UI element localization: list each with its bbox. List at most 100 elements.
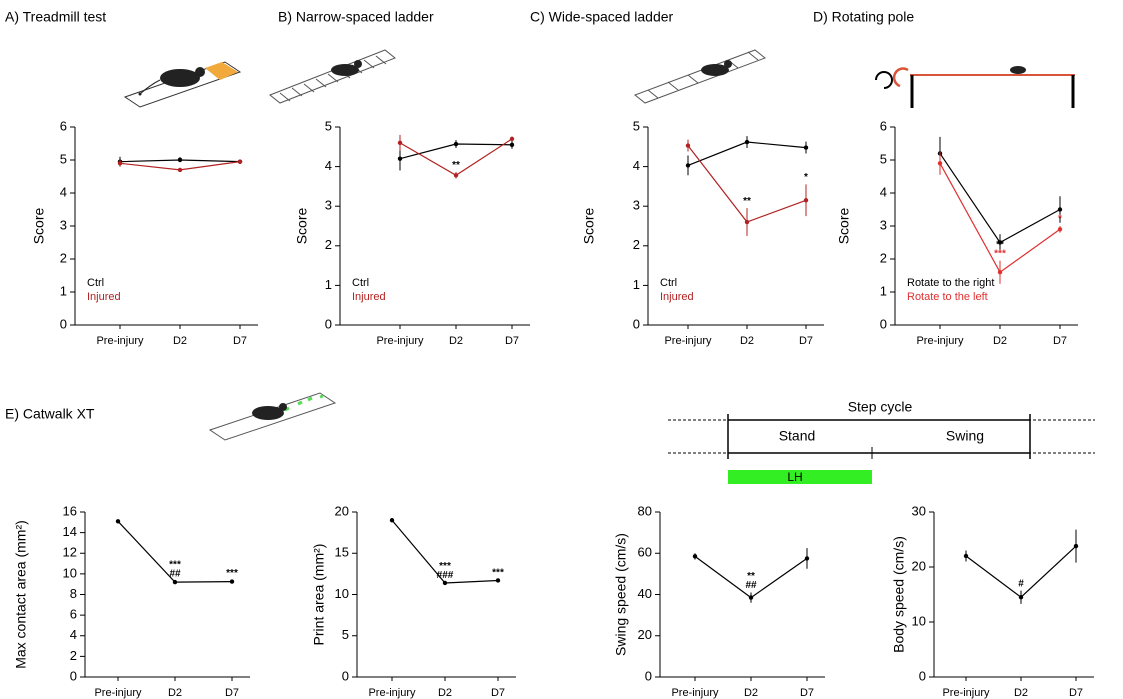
x-tick-label: D7 [233,335,247,347]
narrow-ladder-illustration [269,49,396,104]
annotation: ### [437,570,454,581]
y-tick-label: 6 [60,118,67,133]
y-tick-label: 4 [325,158,332,173]
y-tick-label: 2 [325,237,332,252]
y-axis-label: Score [31,208,47,245]
treadmill-illustration [123,61,242,108]
annotation: ## [745,580,757,591]
annotation: *** [492,567,504,578]
y-tick-label: 14 [63,524,77,539]
annotation: ## [169,569,181,580]
y-tick-label: 0 [70,668,77,683]
x-tick-label: D7 [1069,687,1083,699]
y-tick-label: 4 [633,158,640,173]
data-point [453,173,459,178]
x-tick-label: D7 [505,335,519,347]
y-axis-label: Max contact area (mm²) [13,520,29,669]
y-tick-label: 0 [880,316,887,331]
y-tick-label: 0 [60,316,67,331]
y-tick-label: 1 [633,277,640,292]
y-axis-label: Score [836,208,852,245]
y-tick-label: 10 [912,613,926,628]
data-point [803,198,809,203]
data-point [744,219,750,225]
x-tick-label: D2 [173,335,187,347]
y-tick-label: 0 [633,316,640,331]
y-tick-label: 1 [60,283,67,298]
y-tick-label: 15 [335,545,349,560]
annotation: ** [452,160,460,171]
y-tick-label: 20 [335,503,349,518]
section-title: E) Catwalk XT [5,406,95,422]
y-tick-label: 0 [645,668,652,683]
x-tick-label: D2 [744,687,758,699]
catwalk-illustration [208,392,337,441]
series-line [965,545,1077,599]
rotating-pole-illustration [875,66,1075,108]
y-tick-label: 60 [638,545,652,560]
legend-entry: Ctrl [660,277,677,289]
data-point [937,161,943,166]
y-axis-label: Score [294,208,310,245]
annotation: *** [994,248,1006,259]
paw-bar [728,470,872,484]
data-point [177,167,183,173]
step-cycle-diagram: Step cycle Stand Swing LH [668,399,1095,484]
x-tick-label: D2 [438,687,452,699]
y-tick-label: 4 [70,627,77,642]
paw-label: LH [787,470,802,484]
x-tick-label: D2 [1014,687,1028,699]
y-tick-label: 4 [60,184,67,199]
x-tick-label: Pre-injury [664,335,712,347]
x-tick-label: D2 [740,335,754,347]
data-point [229,579,235,584]
data-point [997,270,1003,275]
legend-entry: Rotate to the right [907,277,994,289]
series-line [939,153,1061,244]
annotation: ** [747,571,755,582]
y-tick-label: 2 [70,648,77,663]
x-tick-label: D2 [449,335,463,347]
y-tick-label: 10 [63,565,77,580]
y-tick-label: 5 [325,118,332,133]
y-tick-label: 0 [325,316,332,331]
annotation: # [1018,578,1024,589]
data-point [803,145,809,150]
y-axis-label: Score [581,208,597,245]
y-tick-label: 0 [342,668,349,683]
y-tick-label: 8 [70,586,77,601]
x-tick-label: D7 [491,687,505,699]
y-tick-label: 10 [335,586,349,601]
data-point [1057,227,1063,232]
x-tick-label: Pre-injury [368,687,416,699]
x-tick-label: Pre-injury [94,687,142,699]
y-tick-label: 2 [633,237,640,252]
legend-entry: Ctrl [352,277,369,289]
x-tick-label: Pre-injury [942,687,990,699]
data-point [1018,595,1024,600]
data-point [1073,543,1079,549]
stand-label: Stand [779,428,816,444]
data-point [237,159,243,164]
swing-label: Swing [946,428,984,444]
y-tick-label: 1 [880,283,887,298]
y-tick-label: 4 [880,184,887,199]
y-tick-label: 80 [638,503,652,518]
data-point [744,139,750,145]
legend-entry: Rotate to the left [907,291,988,303]
x-tick-label: D7 [800,687,814,699]
y-tick-label: 1 [325,277,332,292]
x-tick-label: D2 [993,335,1007,347]
wide-ladder-illustration [634,49,766,104]
data-point [397,140,403,146]
y-tick-label: 5 [880,151,887,166]
x-tick-label: D7 [799,335,813,347]
data-point [509,142,515,148]
y-tick-label: 3 [633,198,640,213]
y-axis-label: Print area (mm²) [311,544,327,646]
y-tick-label: 2 [880,250,887,265]
y-tick-label: 16 [63,503,77,518]
data-point [997,240,1003,245]
annotation: *** [169,560,181,571]
